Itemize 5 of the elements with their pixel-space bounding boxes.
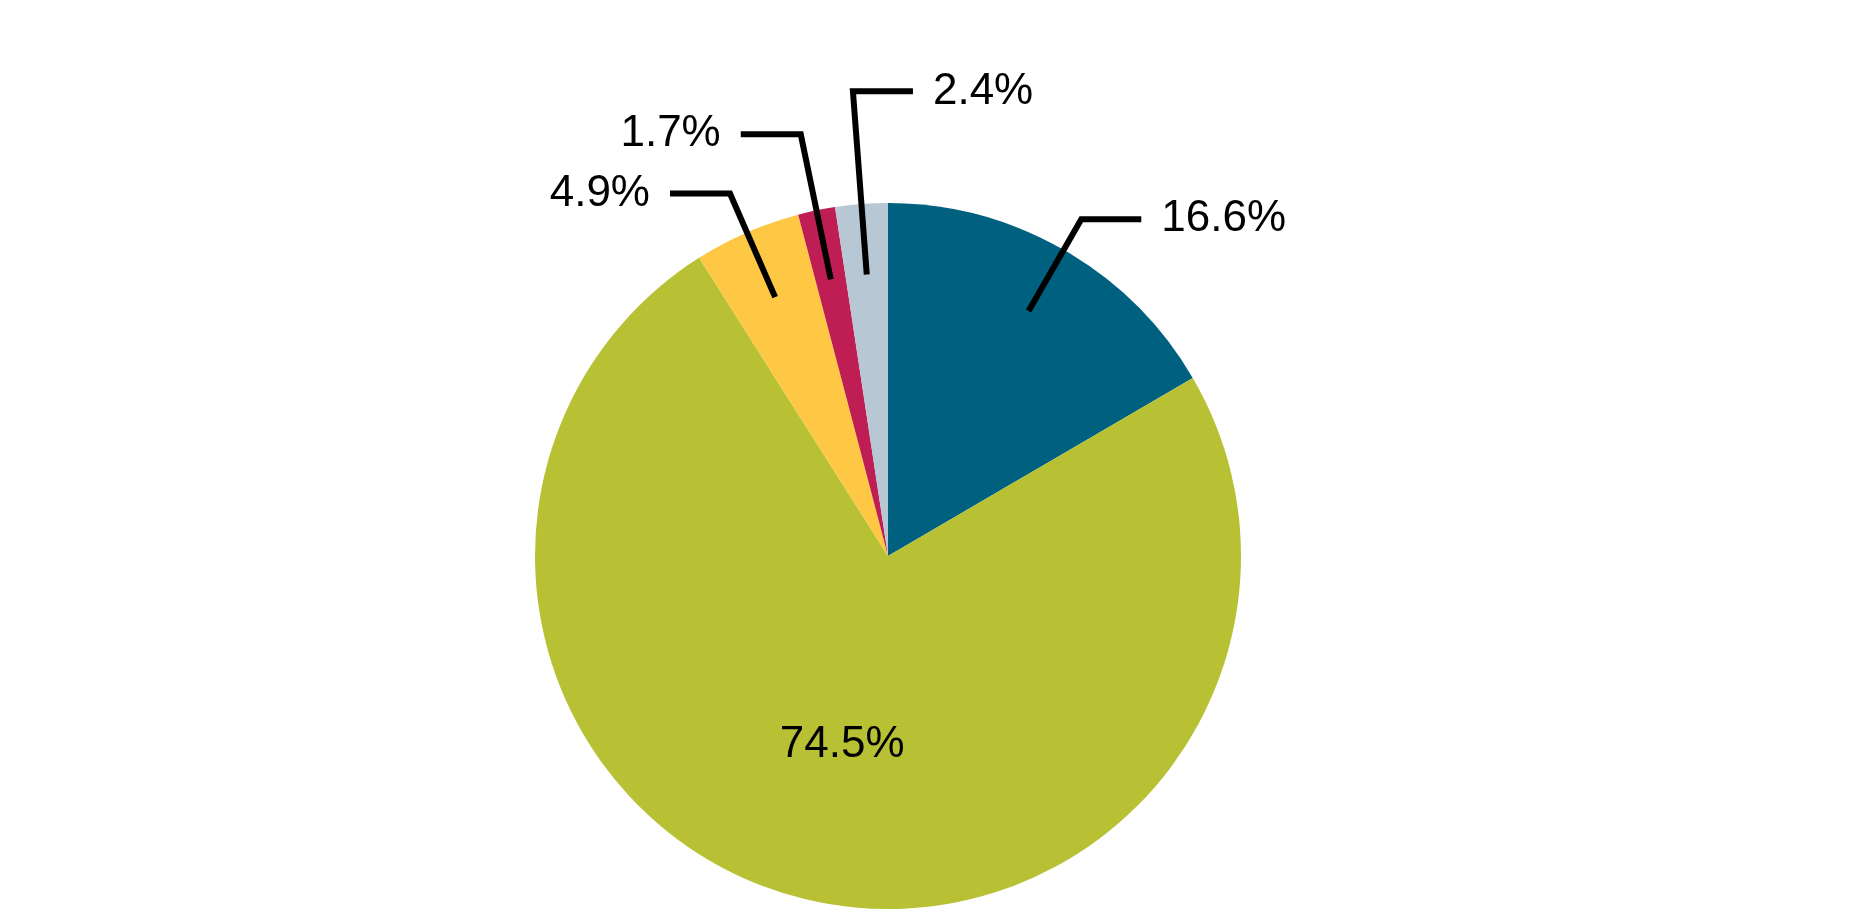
- data-label: 1.7%: [620, 106, 721, 156]
- data-label: 16.6%: [1161, 191, 1287, 241]
- data-label: 74.5%: [779, 716, 905, 766]
- data-label: 4.9%: [549, 165, 650, 215]
- data-label: 2.4%: [932, 63, 1034, 113]
